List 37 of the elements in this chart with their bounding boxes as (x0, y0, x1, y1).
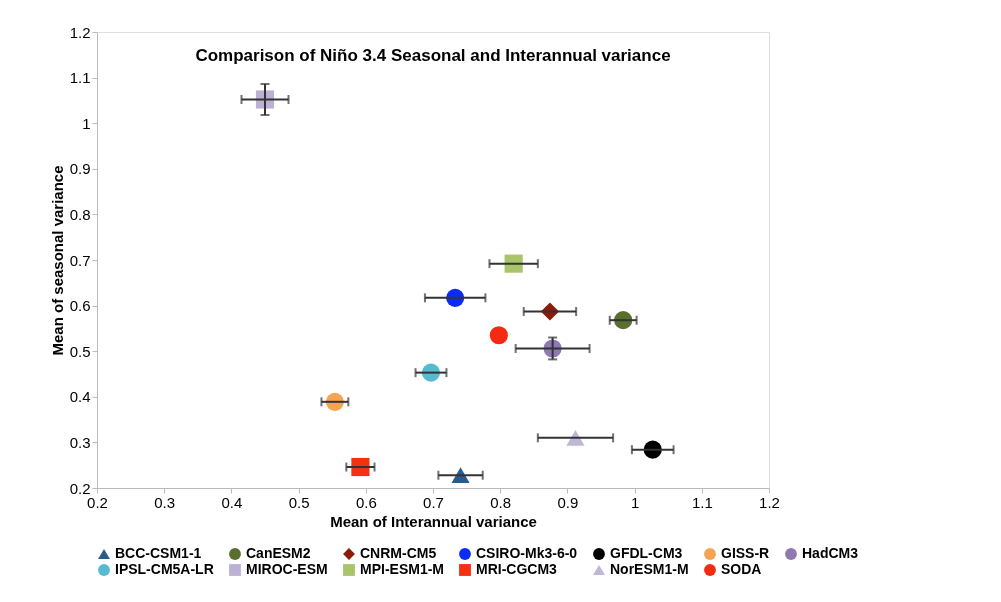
x-tick-label: 1 (630, 493, 640, 511)
x-tick-label: 0.6 (355, 493, 377, 511)
legend-label: CanESM2 (246, 545, 311, 561)
legend-label: BCC-CSM1-1 (115, 545, 202, 561)
y-tick-label: 0.9 (69, 160, 91, 178)
y-tick-label: 0.4 (69, 388, 91, 406)
y-axis-title: Mean of seasonal variance (48, 165, 66, 356)
x-tick-label: 0.9 (557, 493, 579, 511)
legend-label: CNRM-CM5 (360, 545, 437, 561)
x-tick-label: 1.2 (759, 493, 780, 511)
y-tick-label: 0.8 (69, 205, 91, 223)
y-tick-label: 1 (82, 114, 91, 132)
y-tick-label: 0.5 (69, 342, 91, 360)
legend-label: GFDL-CM3 (610, 545, 683, 561)
legend-label: MPI-ESM1-M (360, 561, 444, 577)
x-tick-label: 1.1 (691, 493, 713, 511)
x-tick-label: 0.8 (490, 493, 512, 511)
y-tick-label: 1.1 (69, 69, 91, 87)
legend-label: NorESM1-M (610, 561, 689, 577)
y-tick-label: 1.2 (69, 23, 91, 41)
x-tick-label: 0.4 (221, 493, 243, 511)
legend-label: MIROC-ESM (246, 561, 328, 577)
text: Comparison of Niño 3.4 Seasonal and Interannual variance (195, 46, 671, 65)
legend-label: SODA (721, 561, 762, 577)
x-tick-label: 0.3 (154, 493, 176, 511)
y-tick-label: 0.7 (69, 251, 91, 269)
legend-label: MRI-CGCM3 (476, 561, 558, 577)
legend-label: IPSL-CM5A-LR (115, 561, 214, 577)
y-tick-label: 0.3 (69, 433, 91, 451)
legend-label: HadCM3 (802, 545, 859, 561)
legend-label: GISS-R (721, 545, 770, 561)
legend-label: CSIRO-Mk3-6-0 (476, 545, 578, 561)
x-tick-label: 0.5 (288, 493, 310, 511)
y-tick-label: 0.6 (69, 297, 91, 315)
x-axis-title: Mean of Interannual variance (330, 512, 537, 530)
x-tick-label: 0.7 (423, 493, 444, 511)
point (489, 326, 508, 345)
